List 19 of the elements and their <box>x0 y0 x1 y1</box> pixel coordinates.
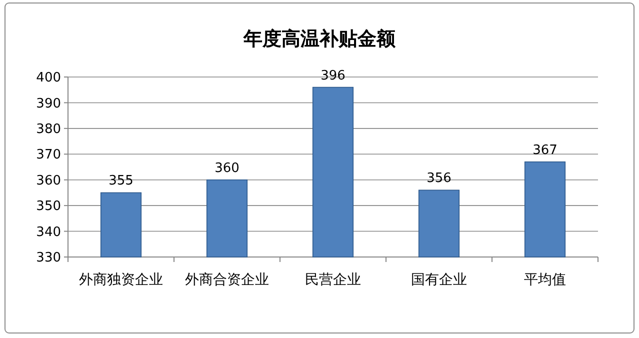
data-label: 356 <box>426 171 452 186</box>
y-tick-label: 340 <box>36 224 61 240</box>
y-tick-label: 390 <box>36 96 61 112</box>
y-tick-label: 400 <box>36 70 61 86</box>
data-label: 360 <box>214 160 240 176</box>
x-tick-label: 外商独资企业 <box>79 272 163 288</box>
y-tick-label: 360 <box>36 173 61 188</box>
y-tick-label: 380 <box>36 122 61 137</box>
x-tick-label: 国有企业 <box>411 272 467 288</box>
data-label: 367 <box>532 142 558 158</box>
y-tick-label: 370 <box>36 148 61 163</box>
x-tick-label: 平均值 <box>524 272 566 288</box>
y-tick-label: 330 <box>36 250 61 266</box>
x-tick-label: 外商合资企业 <box>185 272 269 288</box>
data-label: 396 <box>320 68 346 84</box>
data-label: 355 <box>108 174 134 189</box>
y-tick-label: 350 <box>36 199 61 214</box>
x-tick-label: 民营企业 <box>305 272 361 288</box>
chart-title: 年度高温补贴金额 <box>242 28 396 50</box>
